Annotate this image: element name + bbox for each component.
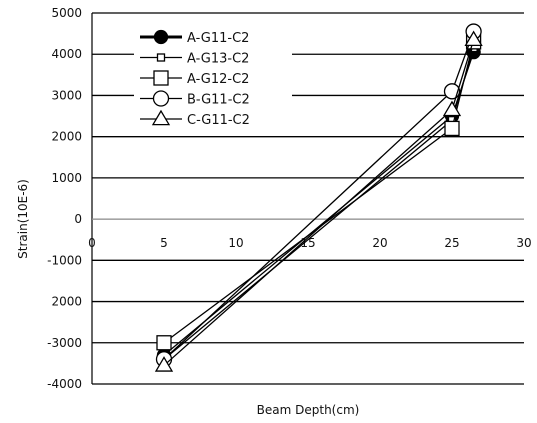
x-tick-label-25: 25 bbox=[444, 236, 459, 250]
legend-label-a-g12-c2: A-G12-C2 bbox=[187, 72, 249, 87]
legend-label-a-g13-c2: A-G13-C2 bbox=[187, 52, 249, 67]
y-tick-label-2000: 2000 bbox=[51, 295, 82, 309]
series-c-g11-c2 bbox=[154, 30, 483, 372]
plot-area bbox=[154, 23, 483, 372]
x-tick-label-10: 10 bbox=[228, 236, 243, 250]
data-point-c-g11-c2-3 bbox=[464, 30, 483, 47]
axes bbox=[91, 13, 524, 384]
y-tick-label-4000: 4000 bbox=[51, 47, 82, 61]
x-axis-title: Beam Depth(cm) bbox=[257, 403, 360, 417]
legend-label-c-g11-c2: C-G11-C2 bbox=[187, 113, 250, 128]
y-tick-label-3000: 3000 bbox=[51, 88, 82, 102]
legend-label-a-g11-c2: A-G11-C2 bbox=[187, 31, 249, 46]
y-tick-label-1000: 1000 bbox=[51, 171, 82, 185]
legend-marker-c-g11-c2 bbox=[151, 109, 171, 126]
data-point-a-g12-c2-2 bbox=[444, 120, 460, 137]
y-tick-label-3000: -3000 bbox=[47, 336, 82, 350]
legend: A-G11-C2 A-G13-C2 A-G12-C2 B-G11-C2 C-G11-C2 bbox=[134, 28, 292, 135]
legend-marker-b-g11-c2 bbox=[152, 90, 170, 107]
legend-marker-a-g11-c2 bbox=[153, 29, 169, 45]
y-tick-label-4000: -4000 bbox=[47, 377, 82, 391]
legend-marker-a-g13-c2 bbox=[156, 53, 166, 62]
data-point-a-g12-c2-1 bbox=[156, 335, 172, 351]
legend-item-a-g13-c2: A-G13-C2 bbox=[140, 52, 249, 67]
data-point-b-g11-c2-2 bbox=[443, 83, 461, 100]
x-tick-label-0: 0 bbox=[88, 236, 96, 250]
legend-item-a-g12-c2: A-G12-C2 bbox=[140, 70, 249, 87]
x-tick-label-20: 20 bbox=[372, 236, 387, 250]
legend-item-a-g11-c2: A-G11-C2 bbox=[140, 29, 249, 46]
y-tick-label-0: 0 bbox=[74, 212, 82, 226]
data-point-c-g11-c2-2 bbox=[442, 100, 462, 117]
x-tick-label-30: 30 bbox=[516, 236, 531, 250]
y-tick-label-5000: 5000 bbox=[51, 6, 82, 20]
legend-marker-a-g12-c2 bbox=[153, 70, 169, 86]
tick-labels: 5000 4000 3000 2000 1000 0 -1000 2000 -3000 -4000… bbox=[47, 6, 532, 391]
y-tick-label-2000: 2000 bbox=[51, 130, 82, 144]
x-tick-label-5: 5 bbox=[160, 236, 168, 250]
data-point-c-g11-c2-1 bbox=[154, 356, 174, 372]
y-axis-title: Strain(10E-6) bbox=[16, 179, 30, 259]
legend-label-b-g11-c2: B-G11-C2 bbox=[187, 93, 250, 108]
y-tick-label-1000: -1000 bbox=[47, 253, 82, 267]
legend-item-b-g11-c2: B-G11-C2 bbox=[140, 90, 250, 108]
legend-item-c-g11-c2: C-G11-C2 bbox=[140, 109, 250, 128]
